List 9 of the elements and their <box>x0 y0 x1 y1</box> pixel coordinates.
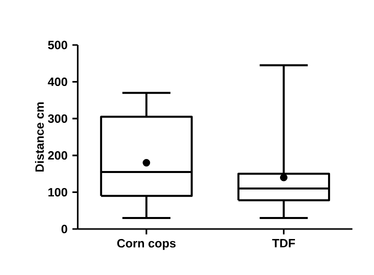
y-tick-label: 200 <box>48 151 68 160</box>
y-tick-label: 0 <box>61 224 68 234</box>
y-tick-label: 100 <box>48 188 68 196</box>
x-tick-label: TDF <box>272 239 295 248</box>
y-axis-title: Distance cm <box>35 102 44 172</box>
y-tick-label: 500 <box>48 40 68 50</box>
y-tick-label: 400 <box>48 78 68 86</box>
y-tick-label: 300 <box>48 114 68 123</box>
x-tick-label: Corn cops <box>117 239 176 250</box>
